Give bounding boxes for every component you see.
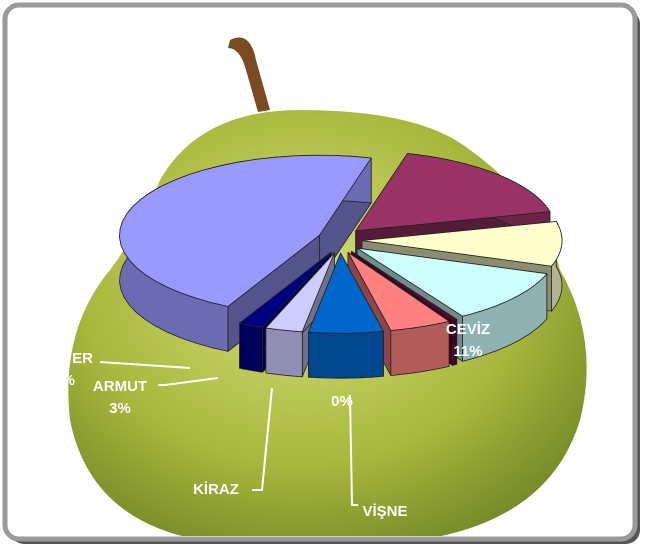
category-label: KİRAZ	[193, 481, 239, 498]
value-label: 11%	[453, 343, 482, 360]
category-label: VİŞNE	[362, 503, 407, 520]
category-label: ARMUT	[93, 378, 147, 395]
category-label: CEVİZ	[446, 321, 490, 338]
slice-side	[240, 323, 263, 372]
value-label: %	[62, 372, 75, 389]
category-label: ER	[72, 350, 93, 367]
value-label: 0%	[331, 393, 353, 410]
category-label: E	[566, 251, 576, 268]
slice-side	[309, 331, 384, 378]
screen: E CEVİZ 11% VİŞNE 0% KİRAZ ARMUT 3% ER%	[0, 0, 653, 553]
slice-side	[266, 328, 302, 377]
value-label: 3%	[109, 400, 131, 417]
